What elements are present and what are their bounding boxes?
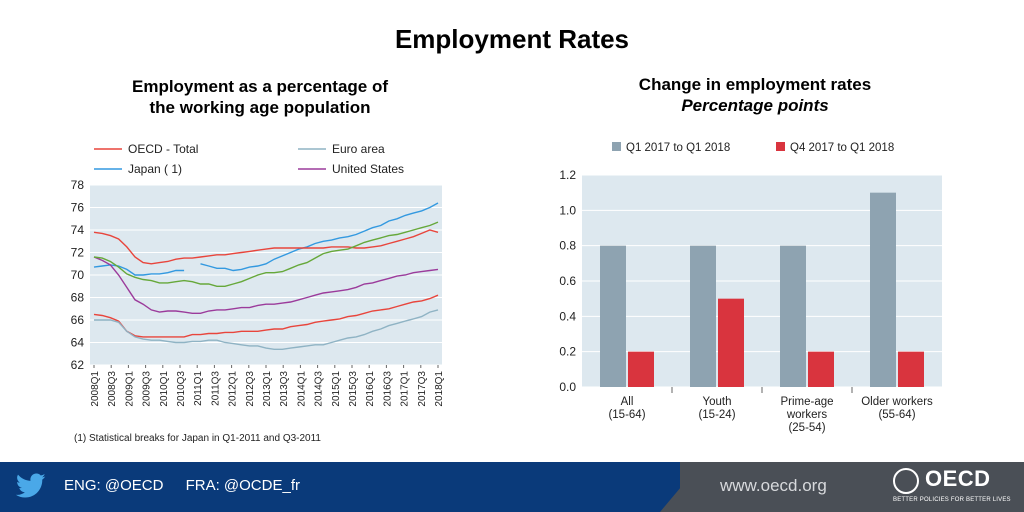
footer-social-handles: ENG: @OECD FRA: @OCDE_fr xyxy=(64,477,318,494)
line-chart-x-tick-label: 2009Q3 xyxy=(142,371,153,407)
line-chart-x-tick-label: 2016Q3 xyxy=(382,371,393,407)
line-chart-legend: OECD - Total Euro area Japan ( 1) United St… xyxy=(94,142,404,176)
bar-chart-bar xyxy=(898,351,924,387)
bar-chart-y-tick-label: 0.4 xyxy=(559,309,576,323)
line-chart-gridlines xyxy=(90,184,442,366)
line-chart-footnote: (1) Statistical breaks for Japan in Q1-2… xyxy=(74,433,321,444)
bar-chart-x-tick-label: workers xyxy=(786,409,828,421)
twitter-bird-icon[interactable] xyxy=(16,473,46,499)
bar-chart-x-tick-label: (55-64) xyxy=(878,409,915,421)
bar-chart-legend: Q1 2017 to Q1 2018 Q4 2017 to Q1 2018 xyxy=(612,142,894,154)
left-chart-title-line2: the working age population xyxy=(149,98,371,117)
line-chart-x-axis: 2008Q1 2008Q3 2009Q1 2009Q3 2010Q1 2010Q3 2011… xyxy=(90,365,445,407)
fra-handle[interactable]: FRA: @OCDE_fr xyxy=(185,477,300,494)
oecd-logo-tagline: BETTER POLICIES FOR BETTER LIVES xyxy=(893,497,1011,503)
line-chart-legend-label: Japan ( 1) xyxy=(128,162,182,176)
oecd-logo-word: OECD xyxy=(925,466,991,491)
line-chart-x-tick-label: 2014Q1 xyxy=(296,371,307,407)
line-chart-x-tick-label: 2014Q3 xyxy=(314,371,325,407)
site-url-link[interactable]: www.oecd.org xyxy=(720,476,827,495)
bar-chart-x-tick-label: (15-24) xyxy=(698,409,735,421)
line-chart-x-tick-label: 2009Q1 xyxy=(124,371,135,407)
line-chart-legend-label: United States xyxy=(332,162,404,176)
bar-chart-y-tick-label: 0.8 xyxy=(559,239,576,253)
line-chart-x-tick-label: 2015Q3 xyxy=(348,371,359,407)
line-chart-y-tick-label: 76 xyxy=(71,201,85,215)
left-chart-title-line1: Employment as a percentage of xyxy=(131,77,389,96)
right-chart-subtitle: Percentage points xyxy=(681,96,829,115)
bar-chart-legend-swatch xyxy=(776,142,785,151)
line-chart-x-tick-label: 2017Q3 xyxy=(417,371,428,407)
bar-chart-x-tick-label: (25-54) xyxy=(788,422,825,434)
line-chart-x-tick-label: 2011Q1 xyxy=(193,371,204,406)
bar-chart-bar xyxy=(808,351,834,387)
line-chart-y-tick-label: 78 xyxy=(71,178,85,192)
line-chart-x-tick-label: 2012Q1 xyxy=(228,371,239,407)
bar-chart-x-tick-label: Prime-age xyxy=(780,396,833,408)
bar-chart-legend-swatch xyxy=(612,142,621,151)
line-chart-x-tick-label: 2013Q3 xyxy=(279,371,290,407)
line-chart-x-tick-label: 2008Q3 xyxy=(107,371,118,407)
line-chart-x-tick-label: 2016Q1 xyxy=(365,371,376,407)
bar-chart-x-tick-label: Youth xyxy=(703,396,732,408)
line-chart-x-tick-label: 2013Q1 xyxy=(262,371,273,407)
bar-chart-y-tick-label: 1.2 xyxy=(559,168,576,182)
line-chart-x-tick-label: 2018Q1 xyxy=(434,371,445,407)
right-chart-title: Change in employment rates Percentage po… xyxy=(560,74,950,116)
oecd-logo: OECD BETTER POLICIES FOR BETTER LIVES xyxy=(893,466,1013,508)
line-chart-y-tick-label: 72 xyxy=(71,246,85,260)
footer-right-panel xyxy=(680,462,1024,512)
bar-chart-y-tick-label: 1.0 xyxy=(559,203,576,217)
line-chart-x-tick-label: 2011Q3 xyxy=(210,371,221,406)
line-chart-x-tick-label: 2015Q1 xyxy=(331,371,342,407)
bar-chart-legend-label: Q4 2017 to Q1 2018 xyxy=(790,142,894,154)
line-chart-series xyxy=(93,202,439,350)
bar-chart-bar xyxy=(718,298,744,387)
line-chart-y-tick-label: 64 xyxy=(71,336,85,350)
line-chart-y-tick-label: 70 xyxy=(71,268,85,282)
bar-chart-y-tick-label: 0.6 xyxy=(559,274,576,288)
bar-chart-bar xyxy=(870,192,896,387)
bar-chart-bar xyxy=(600,245,626,387)
line-chart-x-tick-label: 2017Q1 xyxy=(400,371,411,407)
bar-chart-legend-label: Q1 2017 to Q1 2018 xyxy=(626,142,730,154)
employment-change-bar-chart: Q1 2017 to Q1 2018 Q4 2017 to Q1 2018 0.0… xyxy=(559,142,942,434)
line-chart-y-axis: 62 64 66 68 70 72 74 76 78 xyxy=(71,178,85,372)
page-title: Employment Rates xyxy=(394,24,630,54)
line-chart-series-line xyxy=(93,294,439,338)
bar-chart-bars xyxy=(600,192,924,387)
line-chart-y-tick-label: 68 xyxy=(71,291,85,305)
employment-line-chart: OECD - Total Euro area Japan ( 1) United St… xyxy=(71,142,445,444)
line-chart-x-tick-label: 2010Q1 xyxy=(159,371,170,407)
eng-handle[interactable]: ENG: @OECD xyxy=(64,477,164,494)
line-chart-series-line xyxy=(93,229,439,265)
line-chart-x-tick-label: 2012Q3 xyxy=(245,371,256,407)
line-chart-x-tick-label: 2008Q1 xyxy=(90,371,101,407)
line-chart-y-tick-label: 74 xyxy=(71,223,85,237)
bar-chart-bar xyxy=(780,245,806,387)
left-chart-title: Employment as a percentage of the workin… xyxy=(100,76,420,118)
bar-chart-y-tick-label: 0.0 xyxy=(559,380,576,394)
bar-chart-y-tick-label: 0.2 xyxy=(559,345,576,359)
line-chart-legend-label: Euro area xyxy=(332,142,385,156)
bar-chart-bar xyxy=(628,351,654,387)
line-chart-legend-label: OECD - Total xyxy=(128,142,198,156)
line-chart-series-line xyxy=(94,309,439,350)
bar-chart-bar xyxy=(690,245,716,387)
bar-chart-x-tick-label: Older workers xyxy=(861,396,933,408)
line-chart-series-line xyxy=(93,221,439,287)
line-chart-x-tick-label: 2010Q3 xyxy=(176,371,187,407)
line-chart-series-line xyxy=(93,256,439,314)
bar-chart-x-axis: All(15-64) Youth(15-24) Prime-ageworkers(2… xyxy=(608,387,933,434)
bar-chart-x-tick-label: (15-64) xyxy=(608,409,645,421)
bar-chart-x-tick-label: All xyxy=(621,396,634,408)
right-chart-title-text: Change in employment rates xyxy=(638,75,872,94)
line-chart-series-line xyxy=(93,202,439,276)
line-chart-y-tick-label: 62 xyxy=(71,358,85,372)
line-chart-y-tick-label: 66 xyxy=(71,313,85,327)
bar-chart-y-axis: 0.0 0.2 0.4 0.6 0.8 1.0 1.2 xyxy=(559,168,576,394)
oecd-globe-icon xyxy=(893,468,919,494)
